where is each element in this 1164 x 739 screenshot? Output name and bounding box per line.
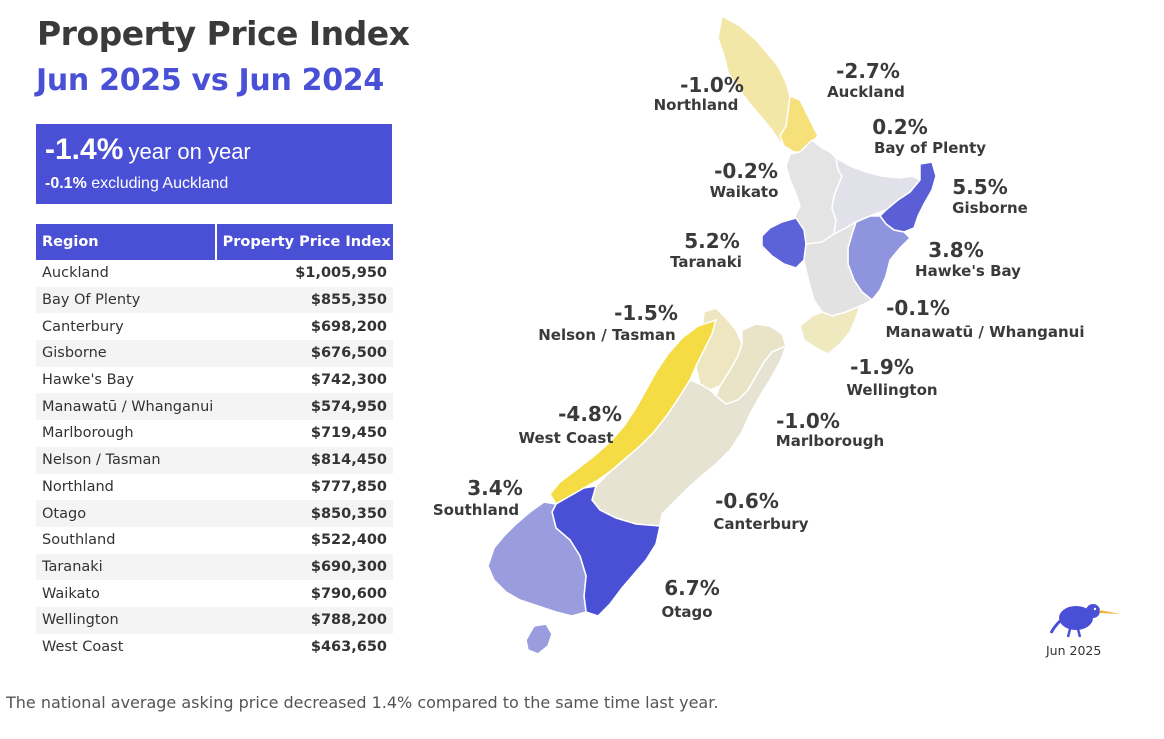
region-label-auckland: Auckland [827, 83, 905, 101]
region-label-hawke-s-bay: Hawke's Bay [915, 262, 1021, 280]
region-shape-southland[interactable] [487, 501, 587, 617]
region-shape-taranaki[interactable] [761, 217, 807, 269]
region-label-southland: Southland [433, 501, 519, 519]
table-row: Taranaki $690,300 [36, 553, 393, 581]
price-value-cell: $855,350 [215, 286, 393, 314]
table-body: Auckland $1,005,950 Bay Of Plenty $855,350 C… [36, 260, 393, 660]
region-name-cell: Otago [36, 500, 216, 527]
change-label-taranaki: 5.2% [684, 229, 739, 253]
price-value-cell: $742,300 [310, 372, 387, 389]
region-label-nelson-tasman: Nelson / Tasman [538, 326, 675, 344]
region-shape-wellington[interactable] [799, 304, 862, 355]
region-shape-manawatu-whanganui[interactable] [803, 220, 874, 317]
change-label-west-coast: -4.8% [558, 402, 622, 426]
region-name-cell: Manawatū / Whanganui [36, 393, 216, 421]
region-name-cell: Marlborough [42, 425, 134, 442]
change-label-southland: 3.4% [467, 476, 522, 500]
region-label-bay-of-plenty: Bay of Plenty [874, 139, 986, 157]
price-value-cell: $1,005,950 [295, 265, 387, 282]
region-label-gisborne: Gisborne [952, 199, 1028, 217]
kiwi-bird-icon [1046, 596, 1122, 642]
nz-region-map: -1.0%Northland-2.7%Auckland-0.2%Waikato0… [433, 14, 1085, 655]
price-value-cell: $698,200 [310, 318, 387, 335]
table-row: Gisborne $676,500 [36, 340, 393, 367]
price-value-cell: $676,500 [215, 340, 393, 367]
region-label-canterbury: Canterbury [713, 515, 808, 533]
region-label-manawat-whanganui: Manawatū / Whanganui [886, 323, 1085, 341]
table-row: Wellington $788,200 [36, 606, 393, 634]
summary-headline: -1.4% year on year [45, 133, 251, 167]
region-label-marlborough: Marlborough [776, 432, 884, 450]
price-value-cell: $719,450 [310, 425, 387, 442]
table-row: Hawke's Bay $742,300 [36, 367, 393, 394]
region-name-cell: Nelson / Tasman [36, 446, 216, 474]
region-shape-stewart-island[interactable] [525, 623, 553, 655]
price-value-cell: $790,600 [310, 585, 387, 602]
table-row: Waikato $790,600 [36, 580, 393, 607]
price-value-cell: $777,850 [310, 478, 387, 495]
region-name-cell: Hawke's Bay [42, 372, 135, 389]
region-name-cell: Wellington [36, 606, 216, 634]
region-label-west-coast: West Coast [518, 429, 613, 447]
change-label-manawat-whanganui: -0.1% [886, 296, 950, 320]
table-row: West Coast $463,650 [36, 634, 393, 661]
region-name-cell: Gisborne [36, 340, 216, 367]
region-name-cell: Canterbury [42, 318, 124, 335]
region-name-cell: Taranaki [36, 553, 216, 581]
region-name-cell: Bay Of Plenty [36, 286, 216, 314]
table-row: Otago $850,350 [36, 500, 393, 527]
region-name-cell: Northland [42, 478, 114, 495]
summary-box: -1.4% year on year -0.1% excluding Auckl… [36, 124, 392, 204]
change-label-northland: -1.0% [680, 73, 744, 97]
region-label-wellington: Wellington [846, 381, 937, 399]
summary-subline: -0.1% excluding Auckland [45, 175, 228, 193]
table-row: Canterbury $698,200 [36, 313, 393, 340]
price-value-cell: $574,950 [215, 393, 393, 421]
summary-sub-pct: -0.1% [45, 175, 87, 192]
summary-pct: -1.4% [45, 133, 124, 166]
change-label-marlborough: -1.0% [776, 409, 840, 433]
table-row: Nelson / Tasman $814,450 [36, 446, 393, 474]
region-label-otago: Otago [661, 603, 712, 621]
column-header-region: Region [36, 224, 216, 260]
change-label-nelson-tasman: -1.5% [614, 301, 678, 325]
price-value-cell: $522,400 [310, 532, 387, 549]
table-row: Southland $522,400 [36, 527, 393, 554]
region-name-cell: West Coast [42, 638, 124, 655]
report-date: Jun 2025 [1046, 643, 1102, 658]
page-subtitle: Jun 2025 vs Jun 2024 [36, 63, 384, 98]
caption-text: The national average asking price decrea… [6, 693, 719, 712]
change-label-wellington: -1.9% [850, 355, 914, 379]
table-row: Marlborough $719,450 [36, 420, 393, 447]
change-label-canterbury: -0.6% [715, 489, 779, 513]
price-value-cell: $463,650 [310, 638, 387, 655]
change-label-bay-of-plenty: 0.2% [872, 115, 927, 139]
table-row: Manawatū / Whanganui $574,950 [36, 393, 393, 421]
price-value-cell: $788,200 [215, 606, 393, 634]
table-header-row: Region Property Price Index [36, 224, 393, 260]
price-value-cell: $850,350 [215, 500, 393, 527]
region-label-northland: Northland [654, 96, 739, 114]
change-label-hawke-s-bay: 3.8% [928, 238, 983, 262]
summary-pct-text: year on year [128, 139, 251, 164]
region-name-cell: Waikato [42, 585, 100, 602]
region-name-cell: Southland [42, 532, 116, 549]
page-title: Property Price Index [37, 14, 410, 53]
table-row: Bay Of Plenty $855,350 [36, 286, 393, 314]
price-value-cell: $814,450 [215, 446, 393, 474]
table-row: Northland $777,850 [36, 474, 393, 501]
price-index-table: Region Property Price Index Auckland $1,0… [36, 224, 393, 660]
price-value-cell: $690,300 [215, 553, 393, 581]
change-label-otago: 6.7% [664, 576, 719, 600]
region-name-cell: Auckland [42, 265, 109, 282]
change-label-waikato: -0.2% [714, 159, 778, 183]
summary-sub-text: excluding Auckland [91, 175, 229, 192]
change-label-gisborne: 5.5% [952, 175, 1007, 199]
table-row: Auckland $1,005,950 [36, 260, 393, 287]
column-header-index: Property Price Index [214, 224, 393, 260]
region-label-taranaki: Taranaki [670, 253, 742, 271]
region-label-waikato: Waikato [710, 183, 779, 201]
change-label-auckland: -2.7% [836, 59, 900, 83]
